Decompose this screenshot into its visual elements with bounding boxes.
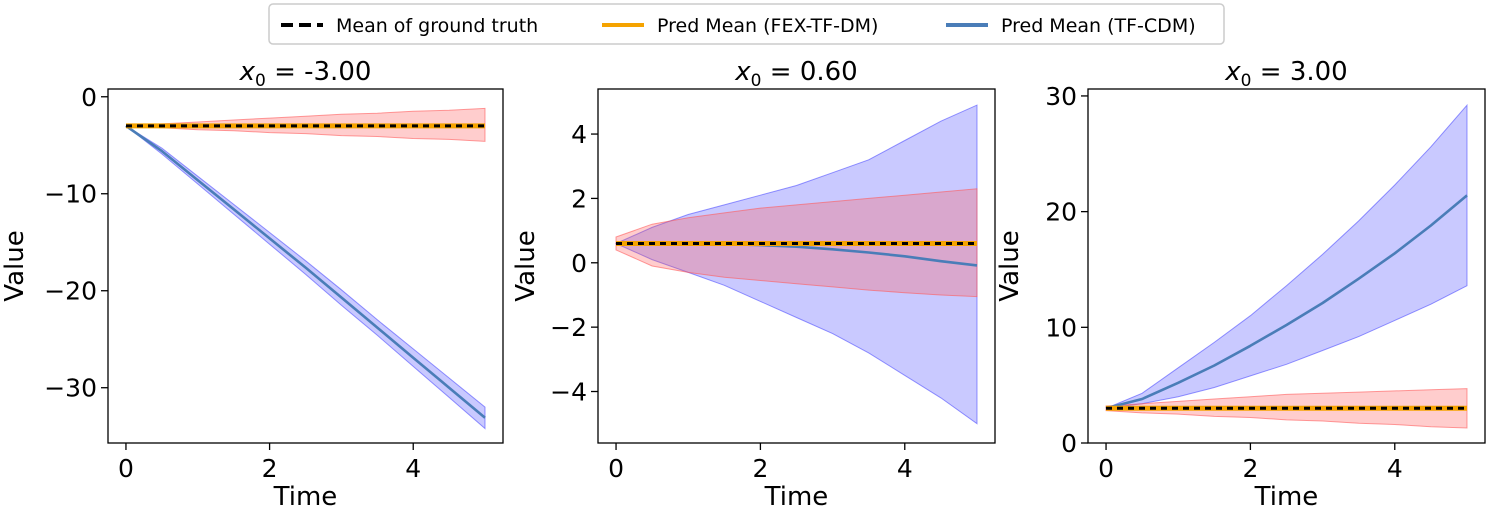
title-subscript: 0 xyxy=(751,71,762,91)
x-axis-label: Time xyxy=(273,482,338,512)
panel-title: x0 = 3.00 xyxy=(1224,57,1347,91)
y-tick-label: 30 xyxy=(1045,82,1077,111)
x-tick-label: 2 xyxy=(752,454,768,483)
y-axis-label: Value xyxy=(995,230,1025,301)
legend-label-truth: Mean of ground truth xyxy=(336,15,538,37)
title-variable: x xyxy=(1224,57,1241,87)
title-value: = -3.00 xyxy=(266,57,372,87)
y-tick-label: 20 xyxy=(1045,198,1077,227)
title-subscript: 0 xyxy=(1241,71,1252,91)
panel-title: x0 = 0.60 xyxy=(734,57,857,91)
y-tick-label: 4 xyxy=(571,120,587,149)
legend-frame xyxy=(268,3,1225,45)
x-tick-label: 2 xyxy=(262,454,278,483)
x-tick-label: 0 xyxy=(1098,454,1114,483)
tfcdm-mean-line xyxy=(125,124,486,419)
axes-frame xyxy=(1087,88,1486,444)
plot-area xyxy=(1105,103,1468,429)
x-tick-label: 0 xyxy=(608,454,624,483)
title-value: = 0.60 xyxy=(762,57,858,87)
x-axis-label: Time xyxy=(1254,482,1319,512)
y-tick-label: −4 xyxy=(550,378,587,407)
y-tick-label: 0 xyxy=(571,249,587,278)
tfcdm-uncertainty-band xyxy=(1105,103,1468,409)
plot-area xyxy=(614,104,978,425)
y-tick-label: 10 xyxy=(1045,313,1077,342)
y-tick-label: −2 xyxy=(550,313,587,342)
x-tick-label: 4 xyxy=(405,454,421,483)
panel-title: x0 = -3.00 xyxy=(239,57,372,91)
x-tick-label: 4 xyxy=(1387,454,1403,483)
legend-label-fex: Pred Mean (FEX-TF-DM) xyxy=(657,15,878,37)
y-tick-label: −10 xyxy=(44,180,97,209)
title-variable: x xyxy=(734,57,751,87)
title-subscript: 0 xyxy=(255,71,266,91)
legend-label-tfcdm: Pred Mean (TF-CDM) xyxy=(1001,15,1196,37)
y-tick-label: 0 xyxy=(81,83,97,112)
x-tick-label: 4 xyxy=(897,454,913,483)
legend: Mean of ground truth Pred Mean (FEX-TF-D… xyxy=(268,3,1225,45)
y-tick-label: 0 xyxy=(1061,429,1077,458)
plot-area xyxy=(125,107,486,430)
title-variable: x xyxy=(239,57,256,87)
tfcdm-uncertainty-band xyxy=(125,125,486,430)
tfcdm-mean-line xyxy=(1105,194,1468,410)
axes-frame xyxy=(597,88,996,444)
y-tick-label: −30 xyxy=(44,374,97,403)
x-tick-label: 0 xyxy=(118,454,134,483)
y-axis-label: Value xyxy=(511,230,541,301)
y-axis-label: Value xyxy=(0,230,30,301)
y-tick-label: 2 xyxy=(571,184,587,213)
x-axis-label: Time xyxy=(764,482,829,512)
axes-frame xyxy=(107,88,504,444)
y-tick-label: −20 xyxy=(44,277,97,306)
title-value: = 3.00 xyxy=(1252,57,1348,87)
x-tick-label: 2 xyxy=(1242,454,1258,483)
